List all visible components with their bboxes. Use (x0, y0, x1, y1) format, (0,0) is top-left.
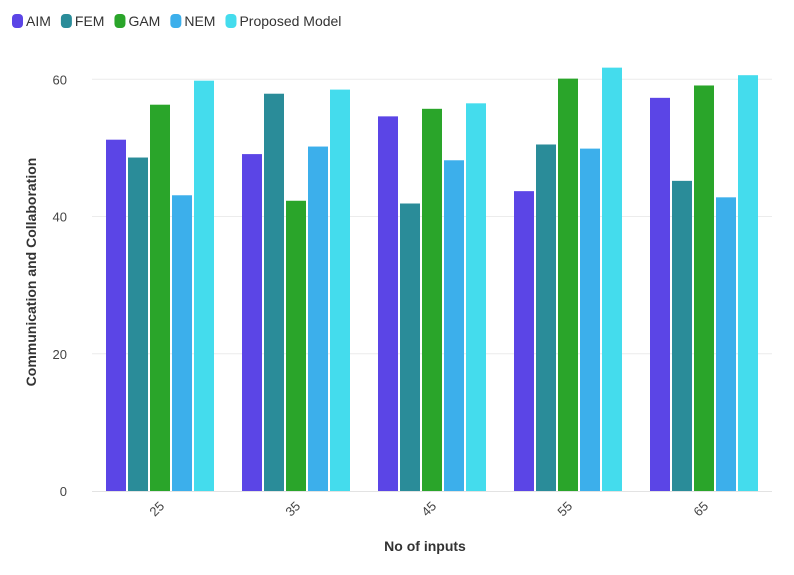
legend-label: NEM (184, 13, 215, 29)
legend-item-gam[interactable]: GAM (114, 13, 160, 29)
bar-aim-65 (650, 97, 670, 491)
bar-proposed-model-35 (330, 89, 350, 491)
x-tick-label: 65 (690, 498, 711, 519)
bar-fem-55 (536, 144, 556, 491)
y-axis-ticks: 0 20 40 60 (53, 72, 67, 499)
bar-proposed-model-45 (466, 103, 486, 492)
bar-proposed-model-65 (738, 75, 758, 492)
legend-item-proposed-model[interactable]: Proposed Model (225, 13, 341, 29)
bar-proposed-model-55 (602, 67, 622, 492)
bar-gam-45 (422, 108, 442, 491)
bar-aim-25 (106, 139, 126, 492)
legend-swatch (225, 14, 237, 28)
bar-fem-25 (128, 157, 148, 491)
legend-item-aim[interactable]: AIM (12, 13, 51, 29)
legend-item-nem[interactable]: NEM (170, 13, 215, 29)
x-axis-title: No of inputs (384, 538, 466, 554)
bar-aim-55 (514, 191, 534, 492)
y-axis-title: Communication and Collaboration (23, 158, 39, 387)
bar-nem-65 (716, 197, 736, 491)
x-tick-label: 45 (418, 498, 439, 519)
bar-proposed-model-25 (194, 80, 214, 492)
legend-swatch (170, 14, 182, 28)
bar-gam-35 (286, 200, 306, 491)
legend-item-fem[interactable]: FEM (60, 13, 105, 29)
legend: AIM FEM GAM NEM Proposed Model (12, 13, 341, 29)
y-tick-label: 0 (60, 484, 67, 499)
bar-aim-45 (378, 116, 398, 492)
bar-gam-25 (150, 104, 170, 492)
bars (106, 67, 758, 492)
bar-nem-55 (580, 148, 600, 491)
bar-nem-35 (308, 146, 328, 491)
legend-label: AIM (26, 13, 51, 29)
x-axis-ticks: 25 35 45 55 65 (146, 498, 711, 519)
legend-label: FEM (75, 13, 105, 29)
bar-nem-45 (444, 160, 464, 491)
legend-label: Proposed Model (239, 13, 341, 29)
y-tick-label: 60 (53, 72, 67, 87)
legend-swatch (12, 14, 23, 28)
bar-gam-65 (694, 85, 714, 491)
bar-gam-55 (558, 78, 578, 492)
legend-swatch (114, 14, 126, 28)
bar-aim-35 (242, 154, 262, 492)
y-tick-label: 40 (53, 210, 67, 225)
x-tick-label: 35 (282, 498, 303, 519)
legend-label: GAM (128, 13, 160, 29)
bar-fem-35 (264, 93, 284, 492)
legend-swatch (60, 14, 72, 28)
bar-fem-45 (400, 203, 420, 492)
bar-nem-25 (172, 195, 192, 491)
bar-fem-65 (672, 180, 692, 491)
x-tick-label: 55 (554, 498, 575, 519)
y-tick-label: 20 (53, 347, 67, 362)
x-tick-label: 25 (146, 498, 167, 519)
